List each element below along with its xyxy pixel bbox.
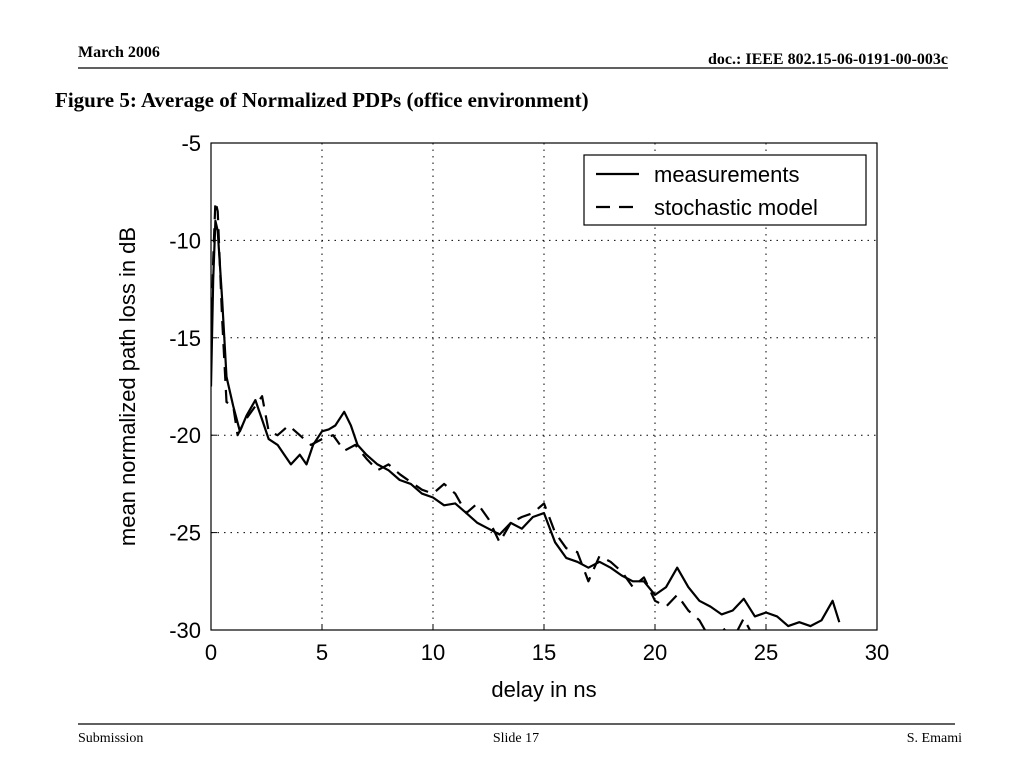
x-tick-label: 0 [205,640,217,665]
y-tick-label: -5 [181,131,201,156]
header-doc: doc.: IEEE 802.15-06-0191-00-003c [708,51,948,68]
x-tick-label: 30 [865,640,889,665]
y-tick-label: -20 [169,423,201,448]
y-tick-label: -30 [169,618,201,643]
x-tick-label: 10 [421,640,445,665]
footer-right: S. Emami [907,731,962,746]
x-tick-label: 15 [532,640,556,665]
legend-box [583,154,867,226]
footer-left: Submission [78,731,143,746]
y-axis-label: mean normalized path loss in dB [115,227,140,546]
x-tick-label: 20 [643,640,667,665]
series-line [211,219,841,628]
legend-label: measurements [654,162,800,187]
y-tick-label: -10 [169,228,201,253]
y-tick-label: -25 [169,521,201,546]
header-date: March 2006 [78,44,160,61]
x-tick-label: 5 [316,640,328,665]
footer-center: Slide 17 [493,731,539,746]
figure-title: Figure 5: Average of Normalized PDPs (of… [55,88,589,112]
y-tick-label: -15 [169,326,201,351]
x-tick-label: 25 [754,640,778,665]
legend-label: stochastic model [654,195,818,220]
series-line [211,200,752,630]
x-axis-label: delay in ns [491,677,596,702]
